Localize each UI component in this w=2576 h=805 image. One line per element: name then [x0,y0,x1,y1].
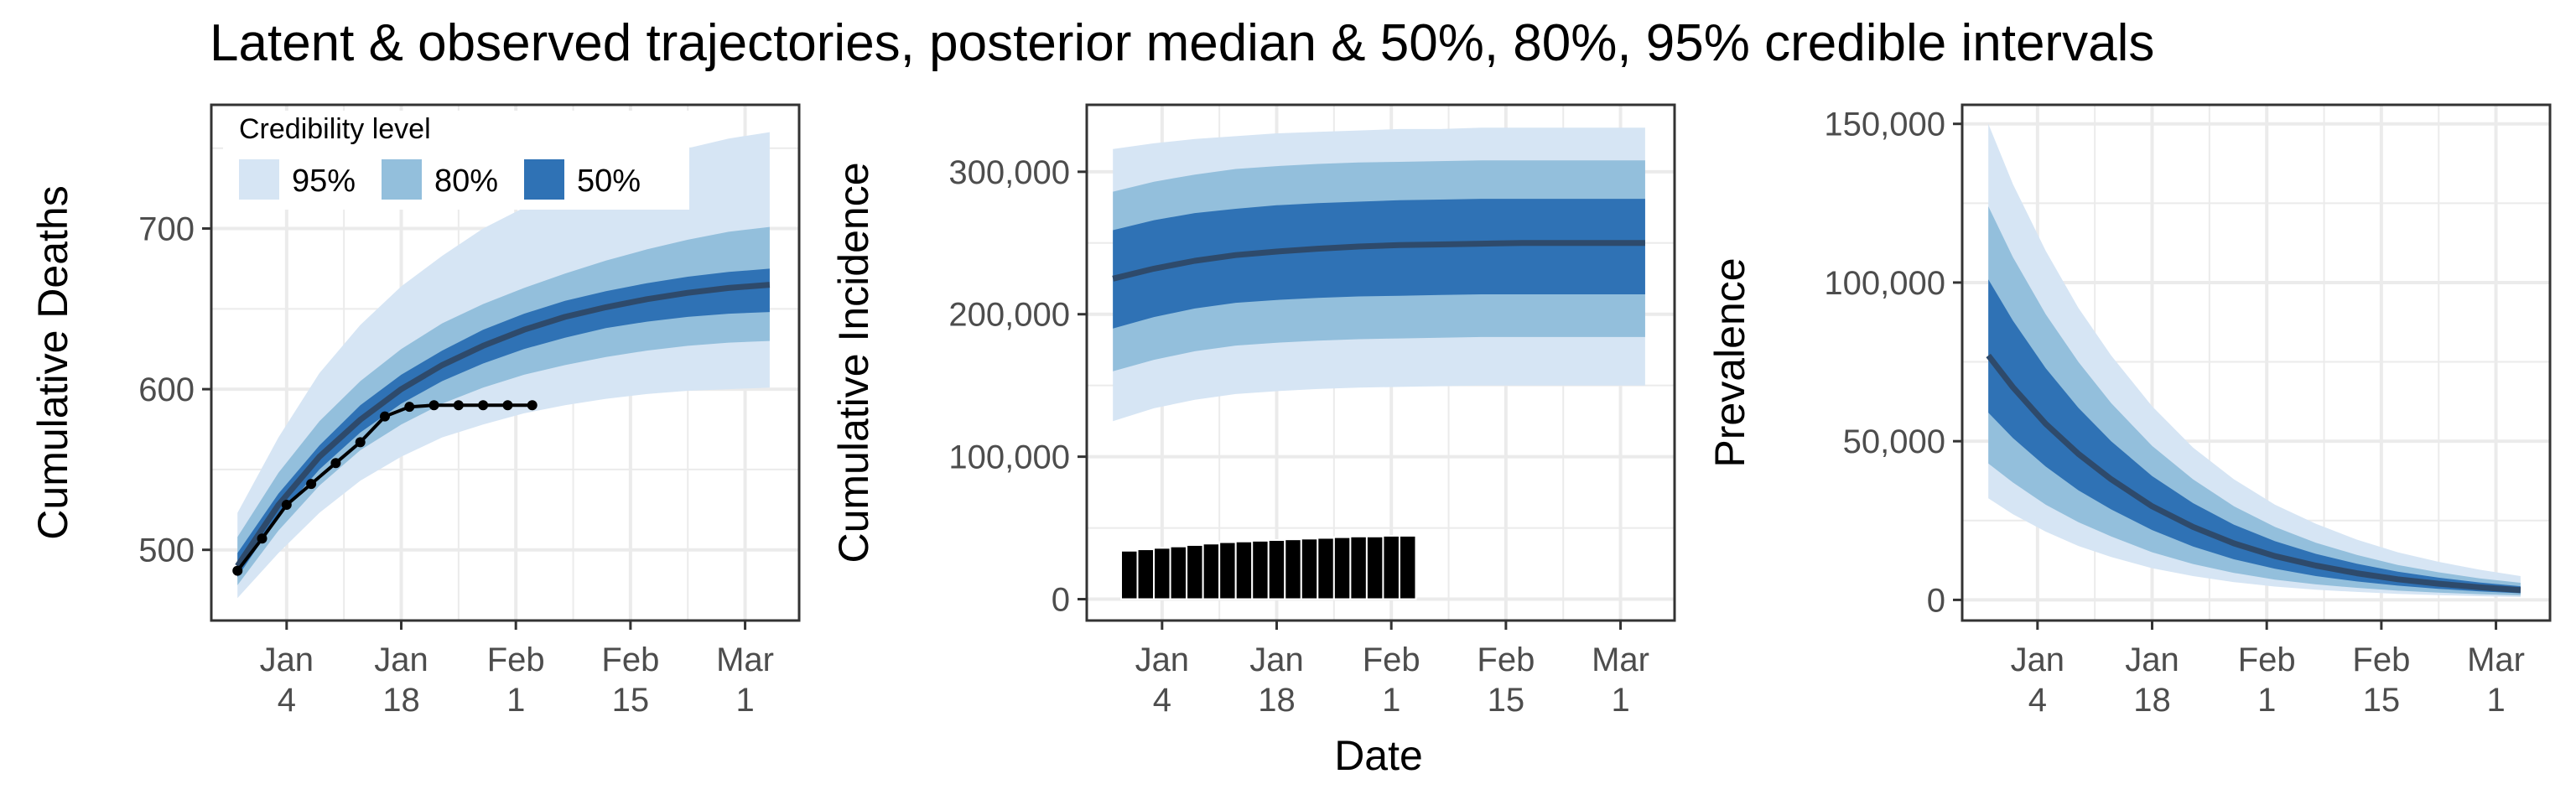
x-tick-label-month: Jan [2125,641,2179,678]
observed-bar [1251,539,1270,600]
observed-bar [1234,540,1254,600]
observed-point [306,479,317,490]
observed-bar [1300,538,1319,600]
observed-point [404,402,415,413]
x-tick-label-month: Jan [1135,641,1190,678]
x-tick-label-month: Feb [2352,641,2410,678]
panel-border [210,103,801,622]
y-tick-label: 0 [1052,582,1070,619]
observed-bar [1317,537,1335,600]
observed-bar [1382,534,1400,600]
x-tick-label-day: 18 [1258,682,1296,719]
y-tick-label: 150,000 [1824,106,1945,143]
credible-band-50 [1988,279,2521,594]
x-tick-label-day: 15 [612,682,650,719]
observed-point [527,400,538,411]
observed-point [502,400,513,411]
observed-point [330,458,341,469]
posterior-median-line [1986,353,2521,594]
observed-bar [1398,534,1417,600]
observed-point [379,411,390,422]
posterior-median-line [1112,240,1645,282]
y-tick-label: 600 [138,371,195,408]
x-tick-label-day: 1 [735,682,754,719]
observed-point [428,400,439,411]
observed-bar [1169,545,1188,600]
figure-title: Latent & observed trajectories, posterio… [210,14,2155,72]
observed-point [453,400,464,411]
observed-bar [1267,539,1286,600]
x-tick-label-month: Feb [1363,641,1420,678]
observed-bar [1186,543,1204,600]
x-tick-label-day: 4 [1153,682,1171,719]
observed-point [232,565,243,576]
x-tick-label-month: Feb [2238,641,2296,678]
x-axis-title-date: Date [1334,732,1423,779]
y-tick-label: 700 [138,211,195,248]
observed-point [355,437,366,448]
y-tick-label: 200,000 [948,297,1070,334]
y-tick-label: 300,000 [948,154,1070,191]
x-tick-label-day: 1 [2486,682,2505,719]
x-tick-label-day: 1 [1611,682,1629,719]
observed-bar [1153,547,1171,600]
observed-bar [1202,543,1221,600]
x-tick-label-day: 1 [2257,682,2276,719]
y-tick-label: 0 [1927,582,1945,619]
legend-background [223,111,689,210]
x-tick-label-month: Jan [2011,641,2065,678]
x-tick-label-day: 18 [2133,682,2171,719]
y-tick-label: 50,000 [1843,423,1945,460]
observed-bar [1136,548,1156,600]
x-tick-label-month: Jan [1249,641,1304,678]
x-tick-label-month: Mar [2467,641,2525,678]
posterior-median-line [235,282,771,568]
panel-border [1961,103,2552,622]
credible-band-50 [237,268,770,578]
x-tick-label-month: Jan [260,641,314,678]
observed-bar [1365,535,1384,600]
x-tick-label-day: 4 [278,682,296,719]
y-tick-label: 100,000 [948,439,1070,476]
observed-point [478,400,489,411]
x-tick-label-day: 18 [382,682,420,719]
legend-label: 80% [434,164,498,199]
legend-label: 50% [577,164,641,199]
x-tick-label-day: 4 [2028,682,2047,719]
x-tick-label-day: 1 [1382,682,1400,719]
legend-key-95pct [239,159,279,200]
credible-band-50 [1113,199,1645,329]
x-tick-label-day: 1 [506,682,525,719]
legend-key-80pct [382,159,422,200]
observed-bar [1120,549,1139,600]
x-tick-label-day: 15 [2363,682,2401,719]
observed-point [281,500,292,511]
observed-bar [1332,536,1352,600]
panel-prevalence: Jan 4 Jan 18 Feb 1 Feb 15 Mar 1 0 50,000 100,000 150,… [1706,103,2552,719]
observed-bar [1284,538,1302,600]
y-tick-label: 100,000 [1824,265,1945,302]
x-tick-label-month: Feb [487,641,545,678]
y-axis-title: Cumulative Deaths [29,185,76,539]
legend: Credibility level 95% 80% 50% [223,111,689,210]
x-tick-label-month: Jan [374,641,428,678]
x-tick-label-month: Mar [716,641,774,678]
x-tick-label-day: 15 [1488,682,1525,719]
observed-bar [1218,541,1237,600]
x-tick-label-month: Feb [1477,641,1535,678]
panel-cumulative-incidence: Jan 4 Jan 18 Feb 1 Feb 15 Mar 1 0 100,000 200,000 300… [830,103,1676,719]
y-axis-title: Prevalence [1706,257,1753,467]
observed-point [257,533,267,544]
observed-bar [1349,535,1368,600]
x-tick-label-month: Feb [601,641,659,678]
legend-key-50pct [524,159,564,200]
x-tick-label-month: Mar [1592,641,1649,678]
panel-border [1085,103,1676,622]
legend-label: 95% [292,164,356,199]
legend-title: Credibility level [239,113,431,145]
y-axis-title: Cumulative Incidence [830,162,877,563]
y-tick-label: 500 [138,532,195,569]
